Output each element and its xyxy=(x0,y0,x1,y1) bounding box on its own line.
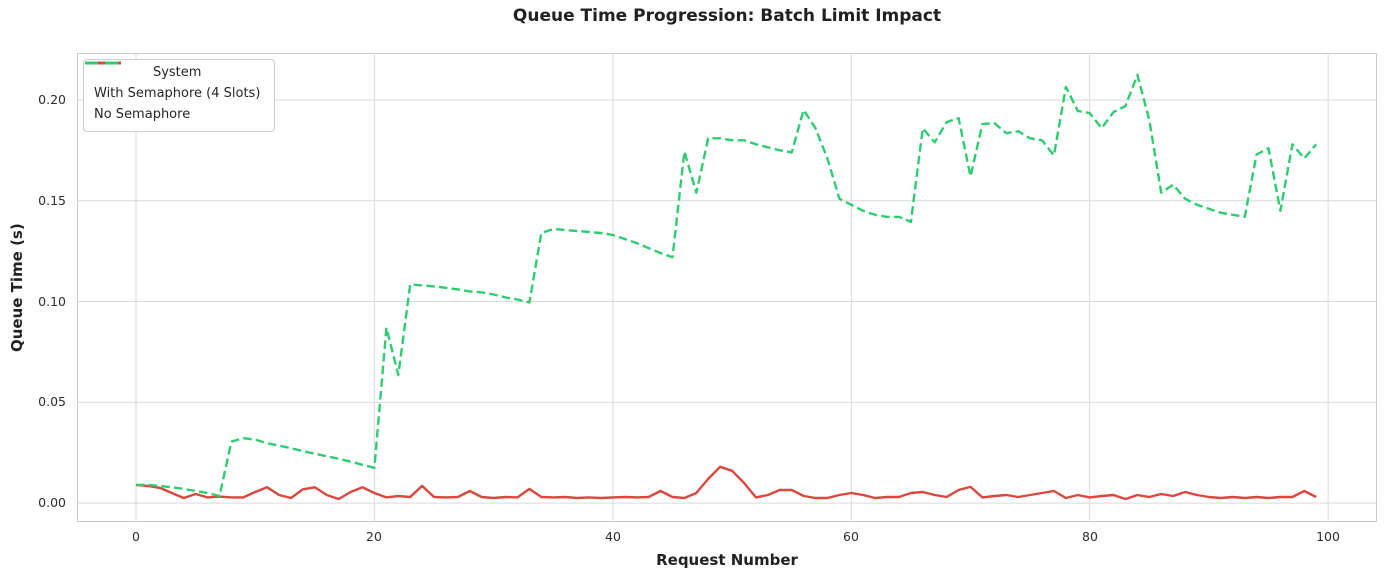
x-tick-label: 60 xyxy=(843,529,859,544)
legend-item-no-semaphore: No Semaphore xyxy=(85,61,260,122)
y-axis-label: Queue Time (s) xyxy=(8,223,26,352)
x-tick-label: 0 xyxy=(132,529,140,544)
y-tick-label: 0.20 xyxy=(38,92,66,107)
chart-canvas xyxy=(77,53,1377,522)
x-tick-label: 20 xyxy=(366,529,382,544)
dashed-line-swatch-icon xyxy=(85,61,121,65)
legend: System With Semaphore (4 Slots) No Semap… xyxy=(83,59,276,132)
x-axis-label: Request Number xyxy=(656,551,798,569)
chart-title: Queue Time Progression: Batch Limit Impa… xyxy=(512,6,942,26)
y-tick-label: 0.10 xyxy=(38,294,66,309)
legend-title: System xyxy=(152,65,202,80)
x-tick-label: 40 xyxy=(605,529,621,544)
legend-item-with-semaphore: With Semaphore (4 Slots) xyxy=(85,61,261,101)
legend-label: With Semaphore (4 Slots) xyxy=(94,86,261,101)
plot-area: System With Semaphore (4 Slots) No Semap… xyxy=(77,53,1377,522)
x-tick-label: 80 xyxy=(1082,529,1098,544)
y-tick-label: 0.05 xyxy=(38,394,66,409)
legend-label: No Semaphore xyxy=(94,107,191,122)
y-tick-label: 0.15 xyxy=(38,193,66,208)
x-tick-label: 100 xyxy=(1316,529,1340,544)
y-tick-label: 0.00 xyxy=(38,495,66,510)
